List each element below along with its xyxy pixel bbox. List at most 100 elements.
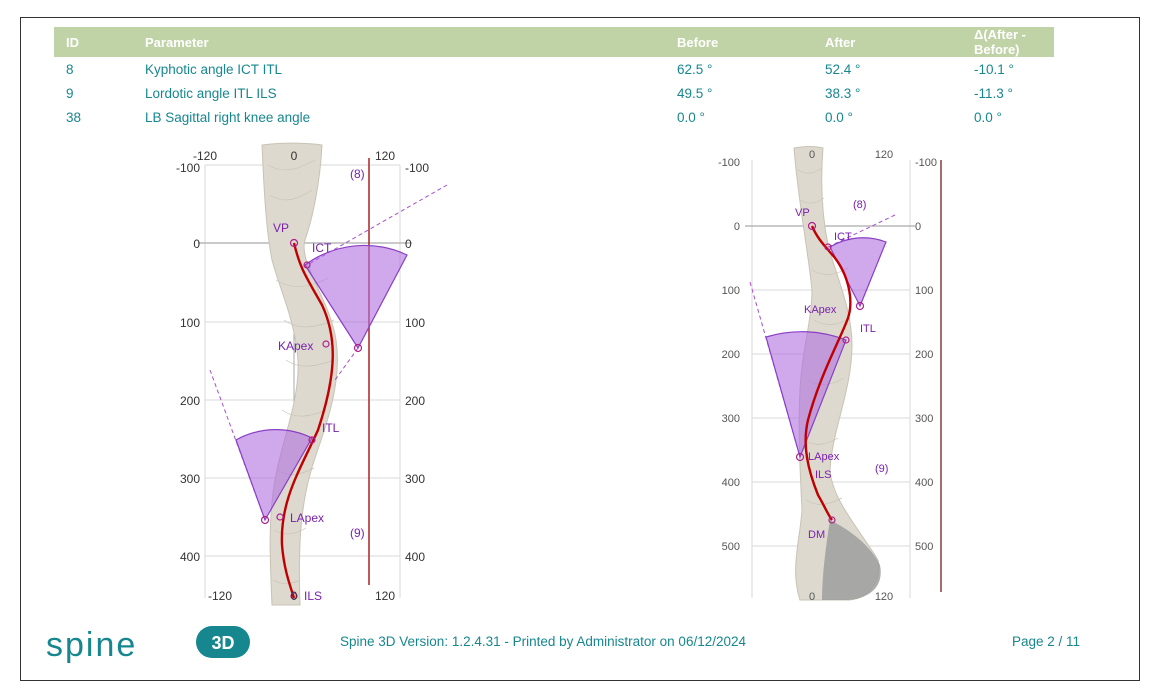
label-kapex: KApex <box>278 339 313 353</box>
label-lapex: LApex <box>290 511 324 525</box>
y-left-tick: 0 <box>734 221 740 233</box>
table-row: 38 LB Sagittal right knee angle 0.0 ° 0.… <box>54 105 1054 129</box>
x-bottom-tick: 120 <box>375 589 395 603</box>
lordosis-angle-sector <box>765 331 847 459</box>
logo-badge-text: 3D <box>211 633 234 653</box>
label-ict: ICT <box>834 231 852 243</box>
y-right-tick: 400 <box>915 477 933 489</box>
y-left-tick: 300 <box>180 472 200 486</box>
y-left-tick: -100 <box>176 161 200 175</box>
header-delta: Δ(After - Before) <box>962 27 1054 57</box>
footer-version-text: Spine 3D Version: 1.2.4.31 - Printed by … <box>340 634 747 649</box>
cell-id: 9 <box>66 85 74 101</box>
sagittal-figure-before: -100 0 100 200 300 400 -100 0 100 200 30… <box>176 142 448 606</box>
x-top-tick: 120 <box>875 149 893 161</box>
cell-after: 38.3 ° <box>825 85 861 101</box>
label-angle-9: (9) <box>875 463 888 475</box>
y-right-tick: 0 <box>915 221 921 233</box>
cell-after: 52.4 ° <box>825 61 861 77</box>
x-top-tick: -120 <box>193 149 217 163</box>
y-left-tick: 200 <box>722 349 740 361</box>
label-angle-8: (8) <box>853 199 866 211</box>
table-row: 9 Lordotic angle ITL ILS 49.5 ° 38.3 ° -… <box>54 81 1054 105</box>
cell-before: 0.0 ° <box>677 109 705 125</box>
page-number: Page 2 / 11 <box>1011 634 1080 649</box>
x-bottom-tick: -120 <box>208 589 232 603</box>
cell-delta: 0.0 ° <box>974 109 1002 125</box>
header-after: After <box>813 27 962 57</box>
y-right-tick: 200 <box>915 349 933 361</box>
y-right-tick: 200 <box>405 394 425 408</box>
table-header-row: ID Parameter Before After Δ(After - Befo… <box>54 27 1054 57</box>
landmark-points <box>260 238 363 600</box>
spine-curve <box>804 225 852 521</box>
header-id: ID <box>54 27 133 57</box>
y-right-tick: -100 <box>405 161 429 175</box>
y-left-tick: 100 <box>722 285 740 297</box>
landmark-points <box>795 221 865 524</box>
label-ils: ILS <box>304 589 322 603</box>
y-right-tick: 100 <box>915 285 933 297</box>
table-row: 8 Kyphotic angle ICT ITL 62.5 ° 52.4 ° -… <box>54 57 1054 81</box>
spine-curve <box>280 242 334 599</box>
cell-delta: -10.1 ° <box>974 61 1014 77</box>
label-kapex: KApex <box>804 304 837 316</box>
cell-parameter: Kyphotic angle ICT ITL <box>145 61 283 77</box>
spine3d-logo: spine 3D <box>46 626 250 664</box>
y-left-tick: -100 <box>718 157 740 169</box>
y-left-tick: 200 <box>180 394 200 408</box>
sagittal-figure-after: -100 0 100 200 300 400 500 -100 0 100 20… <box>718 146 942 603</box>
y-right-tick: 300 <box>915 413 933 425</box>
label-itl: ITL <box>322 421 340 435</box>
y-right-tick: 100 <box>405 316 425 330</box>
parameters-table: ID Parameter Before After Δ(After - Befo… <box>54 27 1054 129</box>
kyphosis-angle-sector <box>304 244 408 350</box>
cell-after: 0.0 ° <box>825 109 853 125</box>
x-top-tick: 120 <box>375 149 395 163</box>
y-right-tick: -100 <box>915 157 937 169</box>
report-page <box>20 17 1140 681</box>
cell-id: 8 <box>66 61 74 77</box>
label-itl: ITL <box>860 323 876 335</box>
y-left-tick: 300 <box>722 413 740 425</box>
label-angle-9: (9) <box>350 526 365 540</box>
landmark-labels: VP ICT KApex ITL LApex ILS DM (8) (9) <box>795 199 888 541</box>
y-right-tick: 300 <box>405 472 425 486</box>
y-left-tick: 400 <box>180 550 200 564</box>
x-top-tick: 0 <box>809 149 815 161</box>
logo-text: spine <box>46 626 137 664</box>
y-left-tick: 500 <box>722 541 740 553</box>
cell-parameter: LB Sagittal right knee angle <box>145 109 311 125</box>
axis-labels: -100 0 100 200 300 400 -100 0 100 200 30… <box>176 149 429 603</box>
y-left-tick: 100 <box>180 316 200 330</box>
lordosis-angle-sector <box>235 429 313 522</box>
header-parameter: Parameter <box>133 27 665 57</box>
label-lapex: LApex <box>808 451 840 463</box>
cell-id: 38 <box>66 109 82 125</box>
label-ils: ILS <box>815 469 832 481</box>
x-bottom-tick: 0 <box>291 589 298 603</box>
header-before: Before <box>665 27 813 57</box>
label-dm: DM <box>808 529 825 541</box>
y-right-tick: 0 <box>405 237 412 251</box>
pelvis-shadow <box>822 520 881 600</box>
surface-hatching <box>267 159 335 585</box>
landmark-labels: VP ICT KApex ITL LApex ILS (8) (9) <box>273 167 365 603</box>
y-right-tick: 500 <box>915 541 933 553</box>
x-bottom-tick: 120 <box>875 591 893 603</box>
cell-before: 49.5 ° <box>677 85 713 101</box>
body-silhouette <box>261 142 338 606</box>
label-vp: VP <box>795 207 810 219</box>
label-angle-8: (8) <box>350 167 365 181</box>
label-vp: VP <box>273 221 289 235</box>
cell-before: 62.5 ° <box>677 61 713 77</box>
logo-badge: 3D <box>196 626 250 658</box>
y-left-tick: 400 <box>722 477 740 489</box>
x-top-tick: 0 <box>291 149 298 163</box>
y-right-tick: 400 <box>405 550 425 564</box>
cell-delta: -11.3 ° <box>974 85 1013 101</box>
x-bottom-tick: 0 <box>809 591 815 603</box>
axis-labels: -100 0 100 200 300 400 500 -100 0 100 20… <box>718 149 937 603</box>
label-ict: ICT <box>312 241 332 255</box>
y-left-tick: 0 <box>193 237 200 251</box>
